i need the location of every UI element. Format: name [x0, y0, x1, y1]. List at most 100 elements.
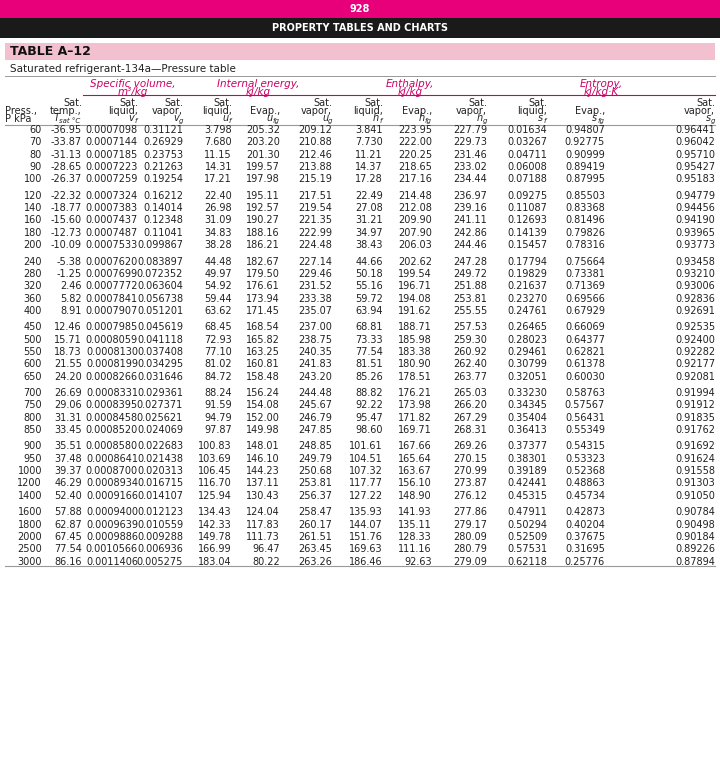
Text: 0.85503: 0.85503 — [565, 191, 605, 201]
Text: 253.81: 253.81 — [453, 293, 487, 303]
Text: 0.0007620: 0.0007620 — [86, 257, 138, 267]
Text: 0.83368: 0.83368 — [565, 203, 605, 213]
Text: 0.55349: 0.55349 — [565, 425, 605, 435]
Text: 124.04: 124.04 — [246, 507, 280, 517]
Text: 213.88: 213.88 — [298, 162, 332, 172]
Text: 0.87894: 0.87894 — [675, 557, 715, 567]
Text: 245.67: 245.67 — [298, 401, 332, 411]
Text: 273.87: 273.87 — [453, 479, 487, 489]
Text: 22.49: 22.49 — [355, 191, 383, 201]
Text: 26.98: 26.98 — [204, 203, 232, 213]
Text: 2000: 2000 — [17, 532, 42, 542]
Text: 263.26: 263.26 — [298, 557, 332, 567]
Text: PROPERTY TABLES AND CHARTS: PROPERTY TABLES AND CHARTS — [272, 23, 448, 33]
Text: 221.35: 221.35 — [298, 215, 332, 225]
Text: h: h — [477, 113, 483, 123]
Text: 242.86: 242.86 — [453, 228, 487, 237]
Text: 0.67929: 0.67929 — [565, 306, 605, 316]
Text: 0.0007324: 0.0007324 — [86, 191, 138, 201]
Text: 0.56431: 0.56431 — [565, 413, 605, 423]
Text: 0.0008395: 0.0008395 — [86, 401, 138, 411]
Text: 0.36413: 0.36413 — [508, 425, 547, 435]
Text: 68.45: 68.45 — [204, 322, 232, 332]
Text: 0.0008059: 0.0008059 — [86, 335, 138, 345]
Text: 0.12693: 0.12693 — [507, 215, 547, 225]
Text: 0.029361: 0.029361 — [137, 388, 183, 398]
Text: 37.48: 37.48 — [55, 453, 82, 463]
Text: 0.12348: 0.12348 — [143, 215, 183, 225]
Text: 0.31121: 0.31121 — [143, 125, 183, 135]
Text: 0.17794: 0.17794 — [507, 257, 547, 267]
Text: 0.60030: 0.60030 — [565, 372, 605, 381]
Text: 0.92691: 0.92691 — [675, 306, 715, 316]
Text: 0.045619: 0.045619 — [137, 322, 183, 332]
Text: 212.46: 212.46 — [298, 149, 332, 159]
Text: 260.92: 260.92 — [453, 347, 487, 357]
Text: 0.051201: 0.051201 — [137, 306, 183, 316]
Text: 0.07188: 0.07188 — [507, 175, 547, 185]
Text: 3.841: 3.841 — [356, 125, 383, 135]
Text: 17.28: 17.28 — [355, 175, 383, 185]
Text: 0.063604: 0.063604 — [137, 281, 183, 291]
Text: Enthalpy,: Enthalpy, — [386, 79, 434, 89]
Text: 0.24761: 0.24761 — [507, 306, 547, 316]
Text: 152.00: 152.00 — [246, 413, 280, 423]
Text: 650: 650 — [24, 372, 42, 381]
Text: 0.42441: 0.42441 — [507, 479, 547, 489]
Text: v: v — [174, 113, 179, 123]
Text: liquid,: liquid, — [202, 106, 232, 116]
Text: 15.71: 15.71 — [54, 335, 82, 345]
Text: 85.26: 85.26 — [355, 372, 383, 381]
Text: 0.58763: 0.58763 — [565, 388, 605, 398]
Text: 210.88: 210.88 — [298, 137, 332, 147]
Text: 229.73: 229.73 — [453, 137, 487, 147]
Text: 201.30: 201.30 — [246, 149, 280, 159]
Text: 550: 550 — [23, 347, 42, 357]
Text: 1800: 1800 — [17, 519, 42, 529]
Text: 88.82: 88.82 — [356, 388, 383, 398]
Text: 0.92535: 0.92535 — [675, 322, 715, 332]
Text: Sat.: Sat. — [528, 98, 547, 108]
Text: 188.16: 188.16 — [246, 228, 280, 237]
Text: 149.98: 149.98 — [246, 425, 280, 435]
Text: 0.012123: 0.012123 — [137, 507, 183, 517]
Text: 360: 360 — [24, 293, 42, 303]
Text: 171.82: 171.82 — [398, 413, 432, 423]
Text: 165.64: 165.64 — [398, 453, 432, 463]
Text: 95.47: 95.47 — [355, 413, 383, 423]
Text: 182.67: 182.67 — [246, 257, 280, 267]
Text: 0.91624: 0.91624 — [675, 453, 715, 463]
Text: 97.87: 97.87 — [204, 425, 232, 435]
Text: 77.54: 77.54 — [355, 347, 383, 357]
Text: 186.46: 186.46 — [349, 557, 383, 567]
Text: 91.59: 91.59 — [204, 401, 232, 411]
Text: 0.020313: 0.020313 — [137, 466, 183, 476]
Text: 144.23: 144.23 — [246, 466, 280, 476]
Text: 0.0008458: 0.0008458 — [86, 413, 138, 423]
Text: 400: 400 — [24, 306, 42, 316]
Text: 169.71: 169.71 — [398, 425, 432, 435]
Text: 0.93965: 0.93965 — [675, 228, 715, 237]
Text: 0.0008130: 0.0008130 — [86, 347, 138, 357]
Text: 231.52: 231.52 — [298, 281, 332, 291]
Text: 280.09: 280.09 — [454, 532, 487, 542]
Text: 199.54: 199.54 — [398, 269, 432, 279]
Text: 163.67: 163.67 — [398, 466, 432, 476]
Text: 22.40: 22.40 — [204, 191, 232, 201]
Text: 0.0009166: 0.0009166 — [86, 491, 138, 501]
Text: fg: fg — [272, 118, 279, 124]
Text: 215.19: 215.19 — [298, 175, 332, 185]
Text: 0.47911: 0.47911 — [507, 507, 547, 517]
Text: 241.83: 241.83 — [298, 359, 332, 369]
Text: 0.010559: 0.010559 — [137, 519, 183, 529]
Text: 227.14: 227.14 — [298, 257, 332, 267]
Text: 197.98: 197.98 — [246, 175, 280, 185]
Text: -36.95: -36.95 — [51, 125, 82, 135]
Text: 0.62118: 0.62118 — [507, 557, 547, 567]
Text: fg: fg — [424, 118, 431, 124]
Text: Press.,: Press., — [5, 106, 37, 116]
Text: 0.0010566: 0.0010566 — [86, 544, 138, 554]
Text: 0.0007144: 0.0007144 — [86, 137, 138, 147]
Text: 67.45: 67.45 — [54, 532, 82, 542]
Text: 100.83: 100.83 — [199, 441, 232, 451]
